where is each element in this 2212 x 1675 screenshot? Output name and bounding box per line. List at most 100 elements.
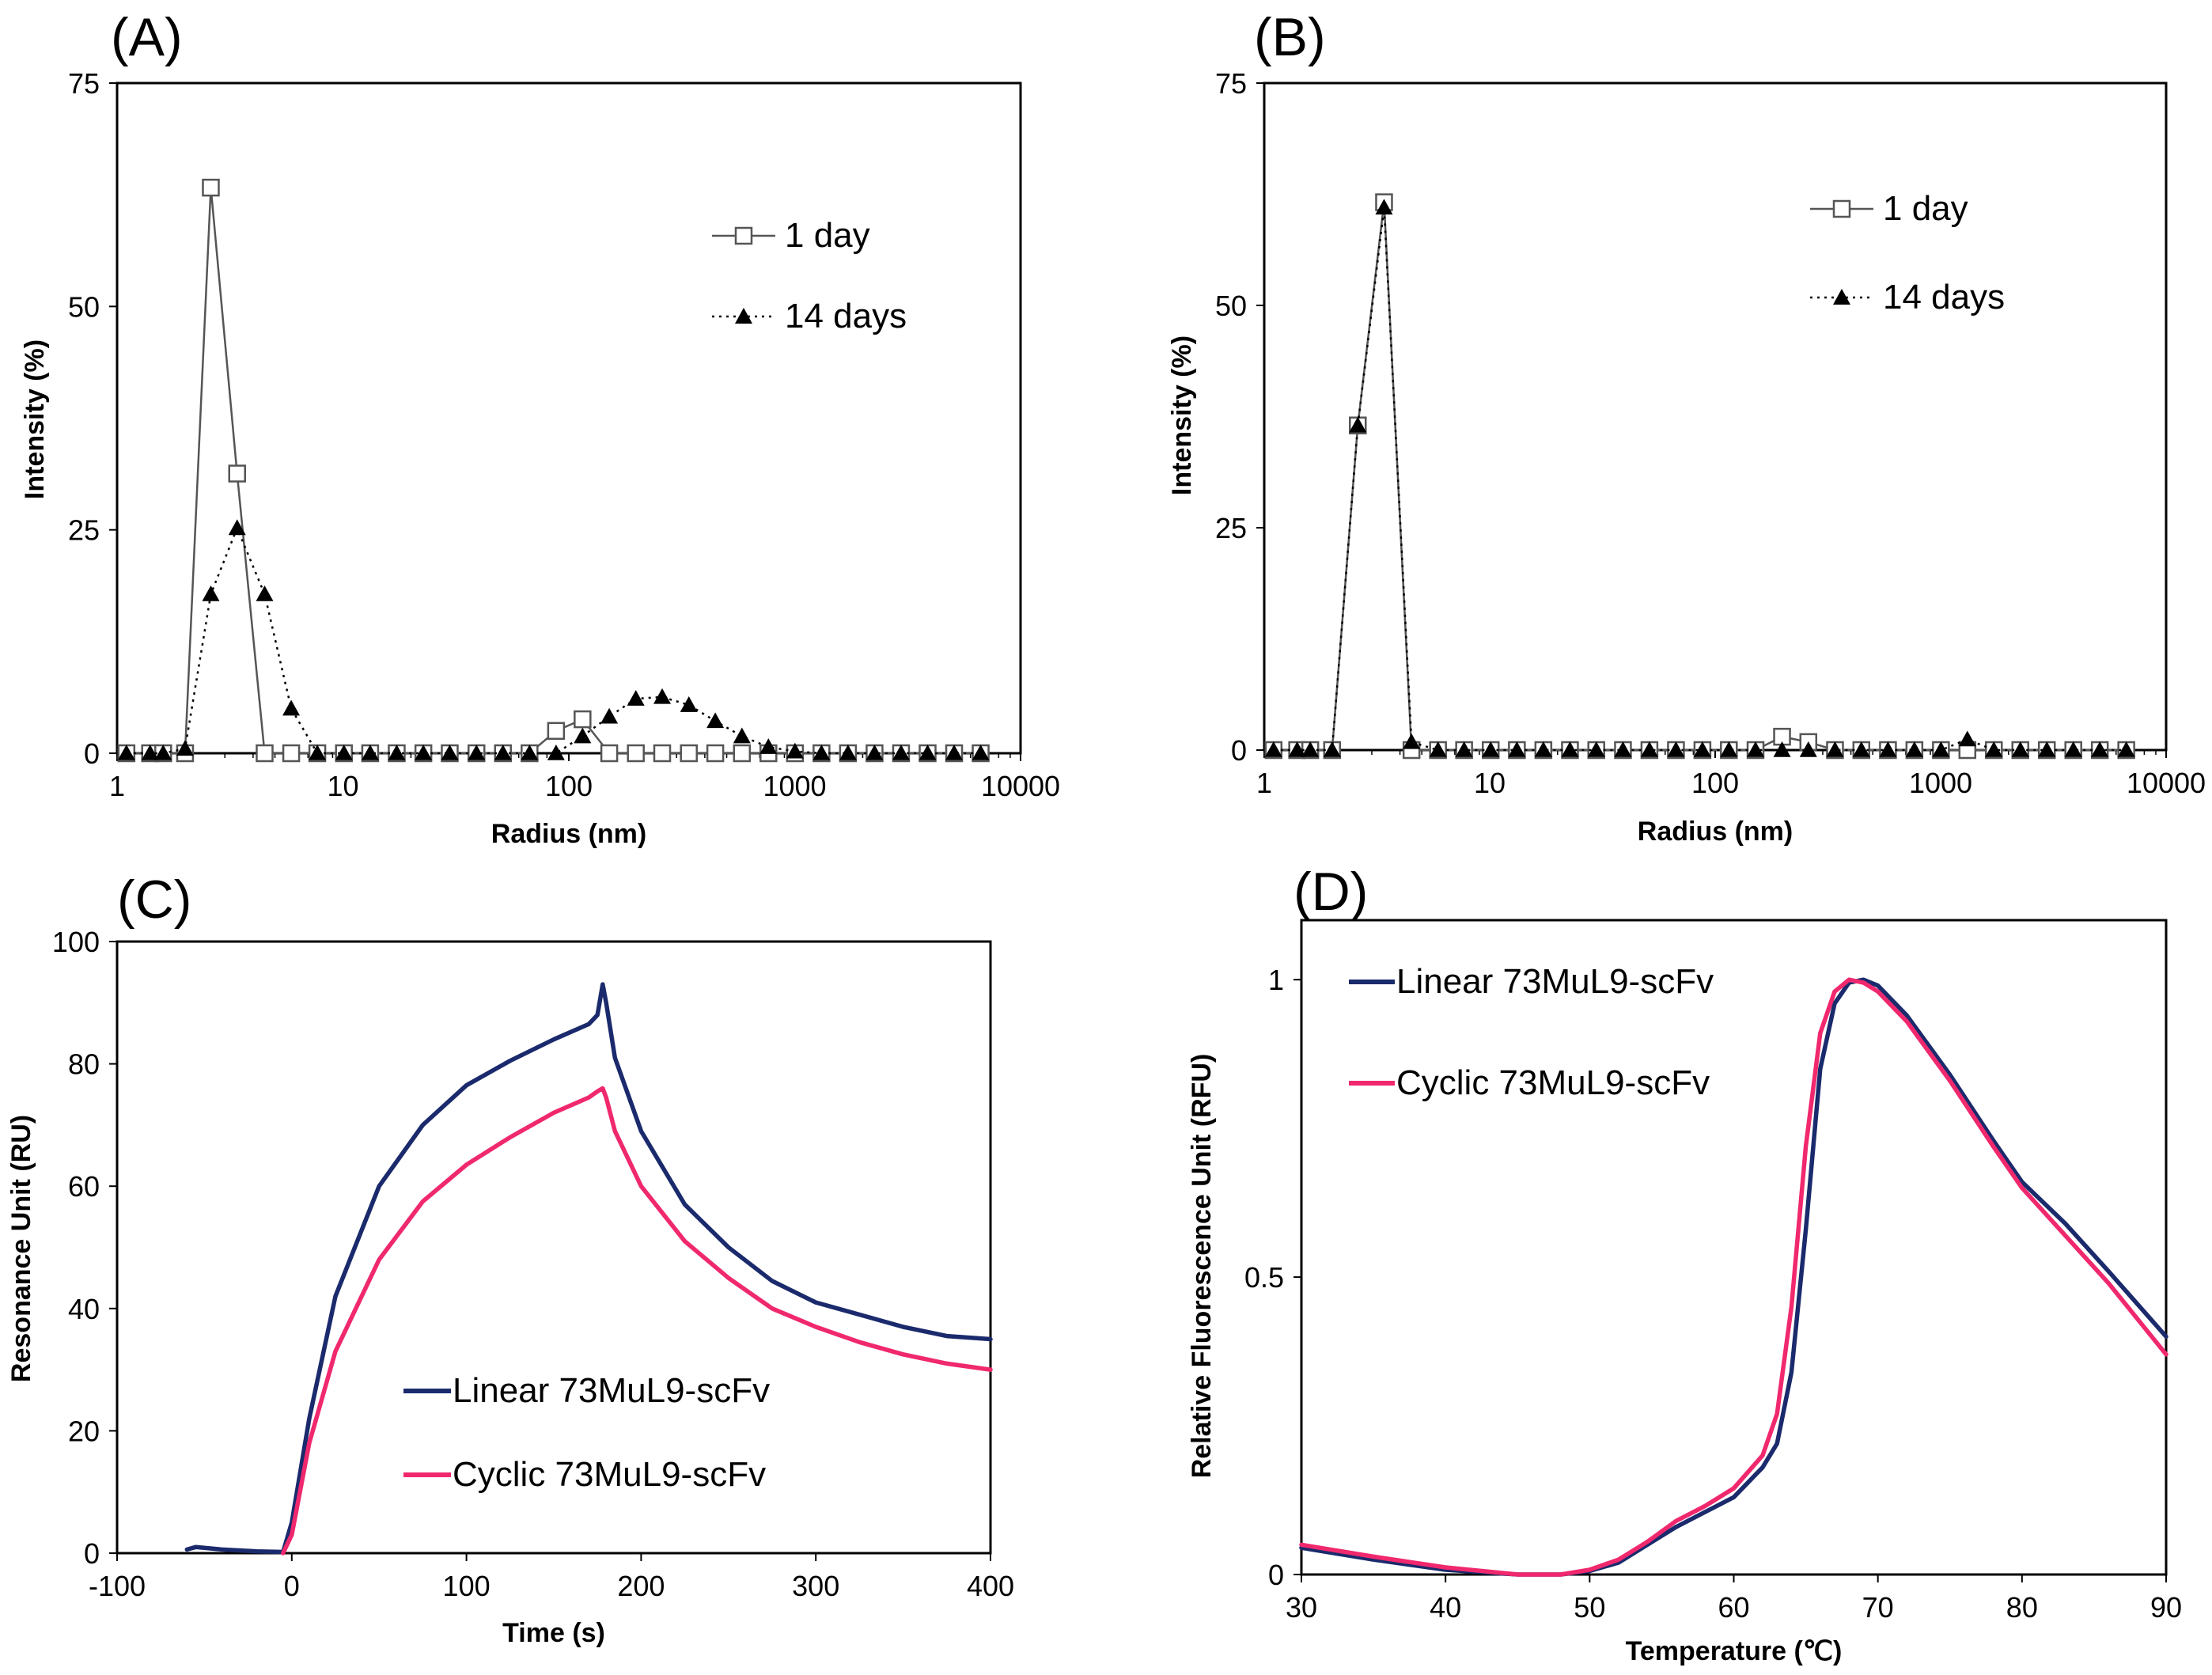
panel-a-series-1-day-marker: [627, 744, 645, 763]
panel-d-x-tick-label: 30: [1286, 1591, 1317, 1624]
panel-b-series-14-days-marker: [1482, 741, 1500, 757]
panel-c-letter: (C): [117, 870, 191, 930]
panel-a-series-14-days-marker: [494, 745, 512, 760]
panel-b-series-14-days-marker: [1932, 741, 1950, 757]
panel-d-x-tick-label: 60: [1718, 1591, 1749, 1624]
panel-b-series-14-days-marker: [1288, 741, 1306, 757]
panel-b-series-14-days-marker: [1799, 741, 1817, 757]
panel-b-series-14-days-marker: [1826, 741, 1844, 757]
panel-b-series-14-days-marker: [1301, 741, 1320, 757]
panel-b-y-axis-title: Intensity (%): [1167, 335, 1197, 495]
panel-b-x-tick-label: 1000: [1909, 767, 1972, 799]
panel-a-x-tick-label: 1: [109, 770, 125, 802]
panel-a-series-14-days-marker: [733, 727, 751, 744]
panel-d-legend-cyclic-73mul9-scfv-label: Cyclic 73MuL9-scFv: [1396, 1063, 1710, 1102]
panel-b-series-14-days-marker: [1349, 416, 1367, 433]
panel-d-y-axis-title: Relative Fluorescence Unit (RFU): [1187, 1054, 1217, 1479]
panel-b-series-14-days-marker: [1640, 741, 1658, 757]
panel-b-x-axis-title: Radius (nm): [1638, 817, 1793, 847]
panel-b-series-14-days-marker: [1773, 741, 1791, 757]
panel-d: (D) 30 40 50 60 70 80 90 0 0.5 1 Temperature (℃) Re…: [1187, 862, 2182, 1666]
panel-c-x-tick-label: 300: [792, 1570, 839, 1602]
panel-a-series-1-day-marker: [574, 710, 592, 729]
panel-c-series-cyclic-73mul9-scfv-line: [281, 1086, 993, 1556]
panel-b-series-14-days-marker: [1323, 741, 1341, 757]
panel-a-series-14-days-marker: [154, 745, 172, 760]
panel-b-legend-1-day-label: 1 day: [1883, 189, 1968, 228]
panel-b-series-14-days-marker: [1508, 741, 1526, 757]
panel-b-x-tick-label: 10000: [2127, 767, 2206, 799]
panel-b-x-tick-label: 10: [1474, 767, 1506, 799]
panel-d-letter: (D): [1293, 862, 1368, 922]
panel-c-y-tick-label: 0: [84, 1537, 100, 1570]
panel-b-series-14-days-marker: [1720, 741, 1738, 757]
panel-a-x-tick-label: 10: [327, 770, 358, 802]
panel-a-series-14-days-marker: [627, 690, 645, 706]
panel-d-y-tick-label: 1: [1268, 964, 1284, 996]
panel-b-series-14-days-marker: [1534, 741, 1552, 757]
panel-a-x-axis-title: Radius (nm): [491, 819, 646, 849]
panel-a-letter: (A): [111, 7, 183, 67]
panel-b-series-14-days-marker: [1429, 741, 1447, 757]
panel-a-series-14-days-marker: [759, 738, 778, 754]
panel-b-legend-1-day-swatch-marker: [1832, 199, 1851, 218]
panel-b-series-14-days-marker: [1985, 741, 2003, 757]
panel-a-series-1-day-marker: [547, 722, 566, 741]
panel-a-series-14-days-marker: [653, 688, 671, 704]
panel-b-legend-14-days-label: 14 days: [1883, 278, 2005, 316]
panel-d-series-cyclic-73mul9-scfv-line: [1299, 977, 2168, 1577]
panel-a-series-1-day-marker: [228, 464, 246, 483]
panel-b-legend-14-days-swatch-marker: [1833, 289, 1850, 305]
panel-b-series-14-days-line: [1273, 207, 2127, 752]
panel-a-series-1-day-marker: [256, 744, 274, 763]
panel-a-series-14-days-marker: [309, 745, 327, 760]
panel-a-series-14-days-marker: [972, 745, 990, 760]
panel-a-series-14-days-marker: [256, 585, 274, 601]
panel-a-series-1-day-marker: [706, 744, 725, 763]
panel-c-x-tick-label: 100: [443, 1570, 491, 1602]
panel-a-series-14-days-marker: [361, 745, 379, 760]
panel-a-series-14-days-marker: [415, 745, 433, 760]
panel-a-series-14-days-marker: [202, 585, 220, 601]
panel-a-series-14-days-marker: [441, 745, 459, 760]
panel-b-series-14-days-marker: [1747, 741, 1765, 757]
panel-a-series-14-days-marker: [892, 745, 910, 760]
panel-c-y-tick-label: 60: [68, 1170, 100, 1203]
panel-a-y-tick-label: 25: [68, 514, 100, 547]
panel-c-plot-frame: [116, 940, 992, 1555]
panel-b-y-tick-label: 25: [1215, 512, 1247, 544]
panel-a-series-14-days-marker: [812, 745, 831, 760]
panel-c-x-tick-label: -100: [89, 1570, 146, 1602]
panel-d-y-tick-label: 0.5: [1244, 1261, 1284, 1294]
panel-a-series-14-days-marker: [945, 745, 964, 760]
panel-a-series-14-days-marker: [282, 699, 301, 716]
panel-d-legend-linear-73mul9-scfv-label: Linear 73MuL9-scFv: [1396, 962, 1714, 1001]
panel-a-series-14-days-marker: [228, 519, 246, 536]
panel-d-x-tick-label: 80: [2006, 1591, 2038, 1624]
panel-a-series-1-day-marker: [733, 744, 752, 763]
panel-b-series-14-days-marker: [1905, 741, 1923, 757]
panel-a-series-1-day-marker: [600, 744, 619, 763]
panel-a-series-1-day-line: [126, 187, 981, 755]
panel-b-letter: (B): [1254, 7, 1326, 67]
panel-a-series-1-day-marker: [653, 744, 672, 763]
panel-a-x-tick-label: 1000: [763, 770, 826, 802]
panel-b-series-14-days-marker: [1587, 741, 1605, 757]
panel-c-legend-cyclic-73mul9-scfv-label: Cyclic 73MuL9-scFv: [453, 1455, 766, 1494]
panel-a-y-tick-label: 75: [68, 67, 100, 100]
panel-a-legend-1-day-swatch-marker: [734, 226, 753, 245]
panel-b-series-14-days-marker: [1264, 741, 1282, 757]
panel-b-series-14-days-marker: [2117, 741, 2135, 757]
panel-b-series-14-days-marker: [1958, 730, 1976, 747]
panel-b-y-tick-label: 75: [1215, 67, 1247, 100]
panel-d-y-tick-label: 0: [1268, 1559, 1284, 1591]
panel-a-series-14-days-marker: [786, 742, 804, 759]
panel-b-series-14-days-marker: [2091, 741, 2109, 757]
panel-b-series-14-days-marker: [2011, 741, 2029, 757]
panel-a-y-tick-label: 50: [68, 290, 100, 323]
panel-b-y-tick-label: 50: [1215, 290, 1247, 322]
panel-c-y-tick-label: 100: [52, 926, 100, 958]
panel-d-x-axis-title: Temperature (℃): [1626, 1636, 1843, 1666]
panel-d-x-tick-label: 70: [1862, 1591, 1894, 1624]
